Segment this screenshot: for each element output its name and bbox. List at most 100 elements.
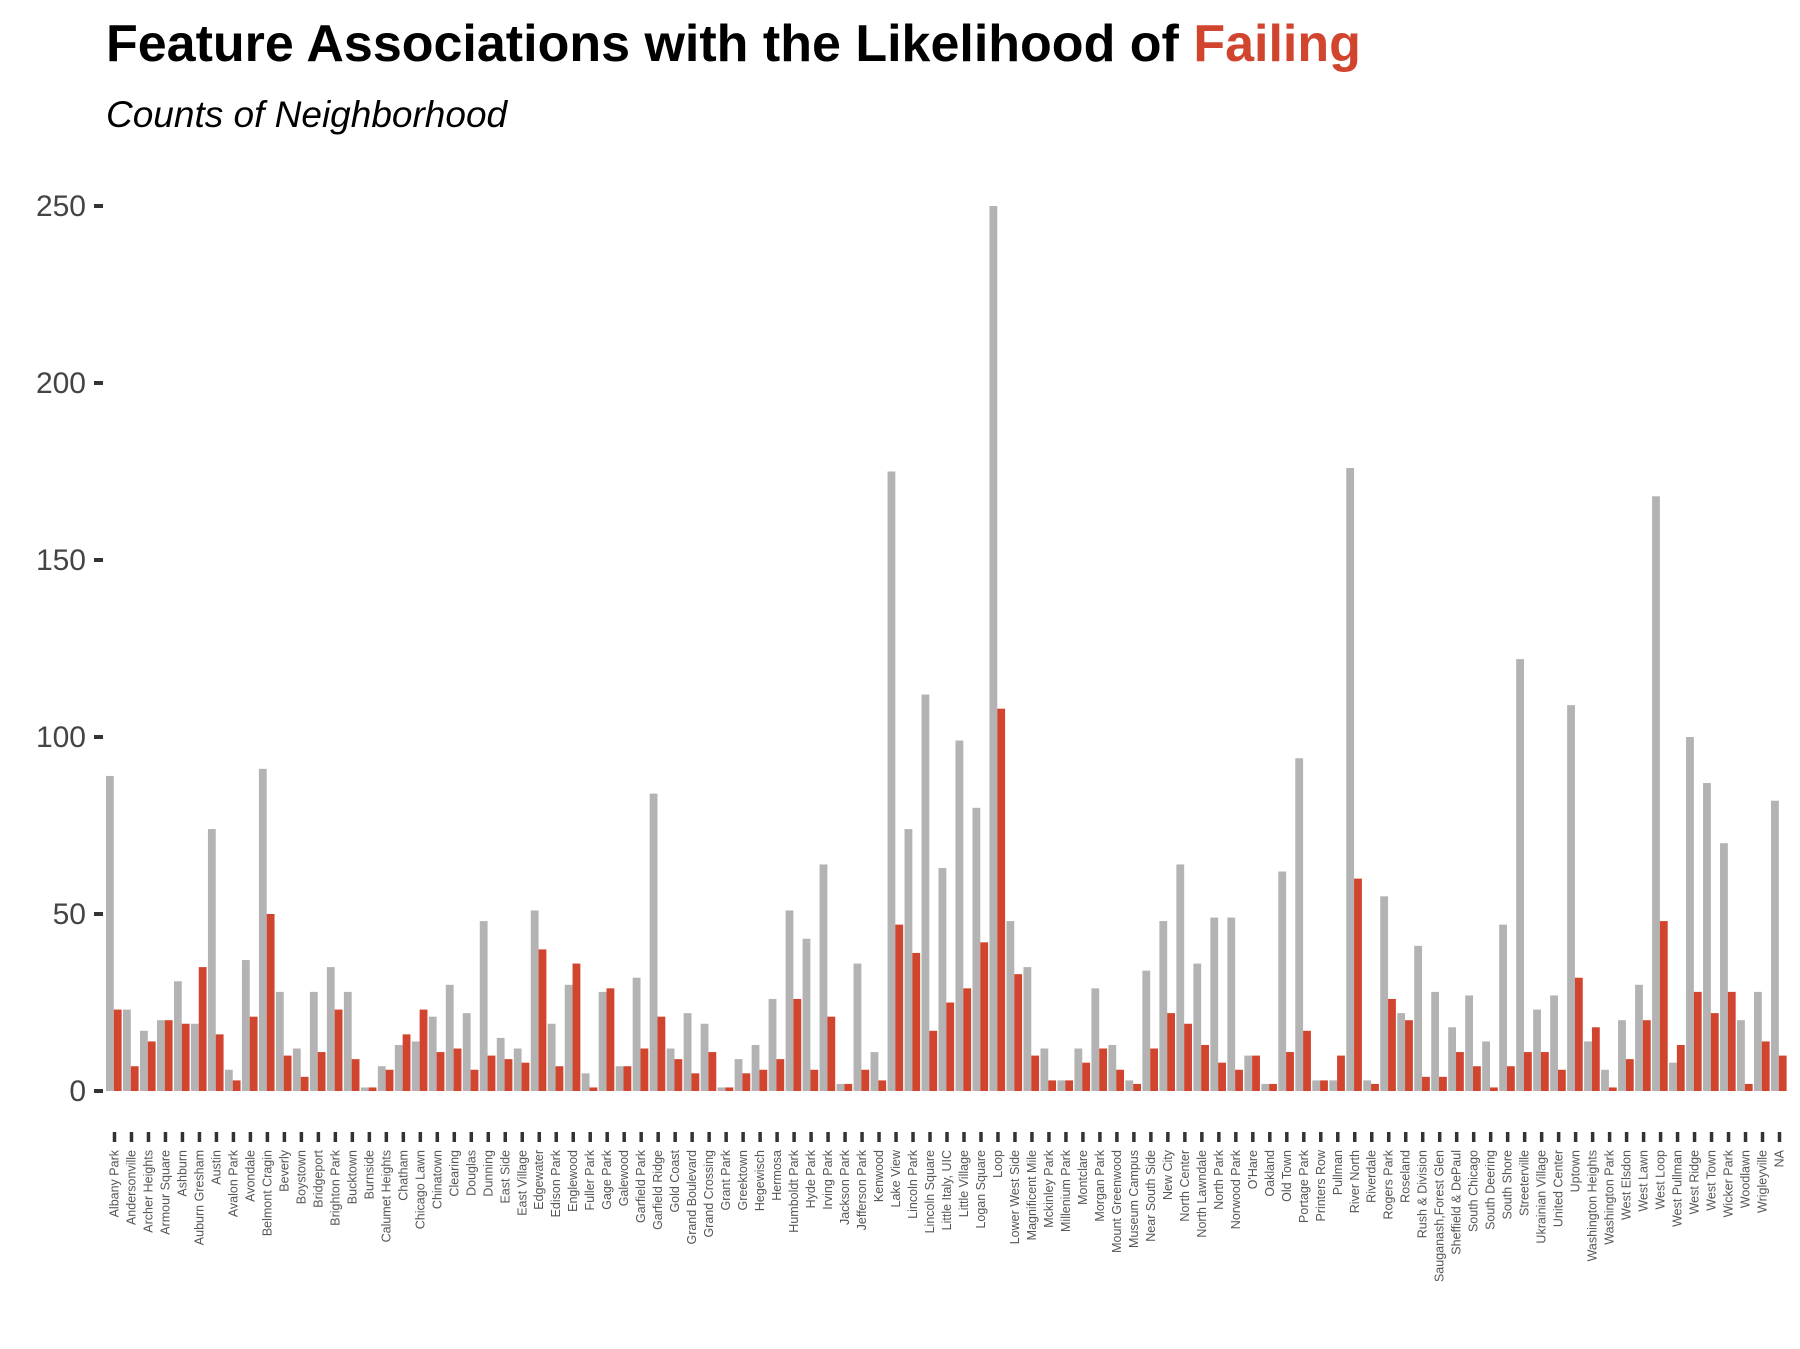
bar-passing bbox=[1091, 988, 1100, 1091]
bar-failing bbox=[844, 1083, 853, 1091]
bar-failing bbox=[1744, 1083, 1753, 1091]
bar-failing bbox=[708, 1052, 717, 1091]
bar-failing bbox=[1014, 974, 1023, 1091]
x-tick-label: Oakland bbox=[1263, 1150, 1277, 1197]
bar-failing bbox=[674, 1059, 683, 1091]
bar-failing bbox=[1303, 1030, 1311, 1091]
bar-failing bbox=[691, 1073, 700, 1091]
x-tick-label: Millenium Park bbox=[1059, 1149, 1073, 1232]
x-tick-label: Near South Side bbox=[1144, 1150, 1158, 1242]
bar-passing bbox=[734, 1059, 743, 1091]
x-tick-label: Chinatown bbox=[430, 1150, 444, 1209]
bar-passing bbox=[1584, 1041, 1592, 1091]
bar-passing bbox=[292, 1048, 301, 1091]
y-tick-label: 0 bbox=[69, 1075, 86, 1108]
bar-failing bbox=[402, 1034, 411, 1091]
bar-passing bbox=[1567, 705, 1575, 1091]
x-tick-label: Austin bbox=[209, 1150, 223, 1185]
bar-passing bbox=[853, 963, 862, 1091]
bar-passing bbox=[1703, 783, 1711, 1091]
bar-failing bbox=[1320, 1080, 1328, 1091]
x-tick-label: Grant Park bbox=[719, 1149, 733, 1210]
x-tick-label: Edgewater bbox=[532, 1150, 546, 1210]
x-tick-label: Old Town bbox=[1280, 1150, 1294, 1202]
chart-title-main: Feature Associations with the Likelihood… bbox=[106, 15, 1194, 73]
y-axis: 0 50 100 150 200 250 bbox=[36, 190, 103, 1108]
bar-failing bbox=[1591, 1027, 1600, 1091]
x-tick-label: West Lawn bbox=[1637, 1150, 1651, 1212]
x-tick-label: Bridgeport bbox=[311, 1149, 325, 1207]
bar-failing bbox=[1184, 1023, 1192, 1091]
bar-failing bbox=[1506, 1066, 1515, 1091]
bar-failing bbox=[283, 1055, 292, 1091]
bar-passing bbox=[802, 938, 811, 1091]
x-tick-label: North Center bbox=[1178, 1150, 1192, 1222]
bar-passing bbox=[122, 1009, 131, 1091]
bar-failing bbox=[657, 1016, 666, 1091]
bar-failing bbox=[1489, 1087, 1498, 1091]
x-tick-label: West Town bbox=[1705, 1150, 1719, 1211]
bar-failing bbox=[1625, 1059, 1634, 1091]
bar-failing bbox=[997, 708, 1006, 1091]
bar-failing bbox=[1048, 1080, 1057, 1091]
bar-failing bbox=[895, 924, 904, 1091]
x-tick-label: Avalon Park bbox=[226, 1149, 240, 1217]
bar-passing bbox=[1397, 1013, 1406, 1091]
x-tick-label: West Pullman bbox=[1671, 1150, 1685, 1227]
bar-failing bbox=[130, 1066, 139, 1091]
bar-failing bbox=[742, 1073, 751, 1091]
bar-passing bbox=[1686, 737, 1694, 1091]
bar-failing bbox=[793, 998, 802, 1091]
bar-failing bbox=[1473, 1066, 1481, 1091]
bar-failing bbox=[1693, 991, 1702, 1091]
bar-failing bbox=[453, 1048, 462, 1091]
x-tick-label: Garfield Ridge bbox=[651, 1150, 665, 1230]
bar-failing bbox=[640, 1048, 649, 1091]
bar-passing bbox=[1431, 991, 1440, 1091]
x-tick-label: South Deering bbox=[1484, 1150, 1498, 1230]
bar-failing bbox=[1065, 1080, 1074, 1091]
bar-failing bbox=[198, 967, 207, 1091]
bar-passing bbox=[479, 921, 488, 1091]
bar-failing bbox=[1523, 1052, 1532, 1091]
x-tick-label: Englewood bbox=[566, 1150, 580, 1212]
x-tick-label: Auburn Gresham bbox=[192, 1150, 206, 1245]
bar-failing bbox=[810, 1069, 819, 1091]
bar-failing bbox=[1778, 1055, 1787, 1091]
bar-failing bbox=[1201, 1044, 1209, 1091]
x-tick-label: Uptown bbox=[1569, 1150, 1583, 1192]
bar-failing bbox=[1252, 1055, 1260, 1091]
bar-failing bbox=[589, 1087, 598, 1091]
bar-passing bbox=[921, 694, 930, 1091]
bar-passing bbox=[1040, 1048, 1049, 1091]
x-tick-label: Dunning bbox=[481, 1150, 495, 1197]
bar-failing bbox=[963, 988, 972, 1091]
bar-passing bbox=[1499, 924, 1507, 1091]
x-tick-label: Mount Greenwood bbox=[1110, 1150, 1124, 1253]
bar-passing bbox=[1142, 970, 1151, 1091]
bar-passing bbox=[1329, 1080, 1338, 1091]
x-tick-label: Streeterville bbox=[1518, 1150, 1532, 1216]
x-tick-label: Chatham bbox=[396, 1150, 410, 1201]
bar-passing bbox=[666, 1048, 675, 1091]
bar-passing bbox=[1346, 467, 1355, 1092]
bar-passing bbox=[598, 991, 607, 1091]
bar-passing bbox=[224, 1069, 233, 1091]
bar-passing bbox=[1380, 896, 1389, 1091]
bar-failing bbox=[1235, 1069, 1243, 1091]
x-tick-label: Kenwood bbox=[872, 1150, 886, 1202]
bar-failing bbox=[181, 1023, 190, 1091]
x-tick-label: Galewood bbox=[617, 1150, 631, 1206]
bar-failing bbox=[368, 1087, 377, 1091]
x-tick-label: Woodlawn bbox=[1739, 1150, 1753, 1208]
x-tick-label: River North bbox=[1348, 1150, 1362, 1213]
x-tick-label: Sheffield & DePaul bbox=[1450, 1150, 1464, 1255]
bar-passing bbox=[207, 829, 216, 1091]
x-tick-label: West Ridge bbox=[1688, 1150, 1702, 1214]
x-tick-label: Brighton Park bbox=[328, 1149, 342, 1225]
x-tick-label: Museum Campus bbox=[1127, 1150, 1141, 1248]
x-tick-label: Roseland bbox=[1399, 1150, 1413, 1203]
x-tick-label: Logan Square bbox=[974, 1150, 988, 1229]
bar-failing bbox=[980, 942, 989, 1091]
bar-failing bbox=[1405, 1020, 1413, 1091]
